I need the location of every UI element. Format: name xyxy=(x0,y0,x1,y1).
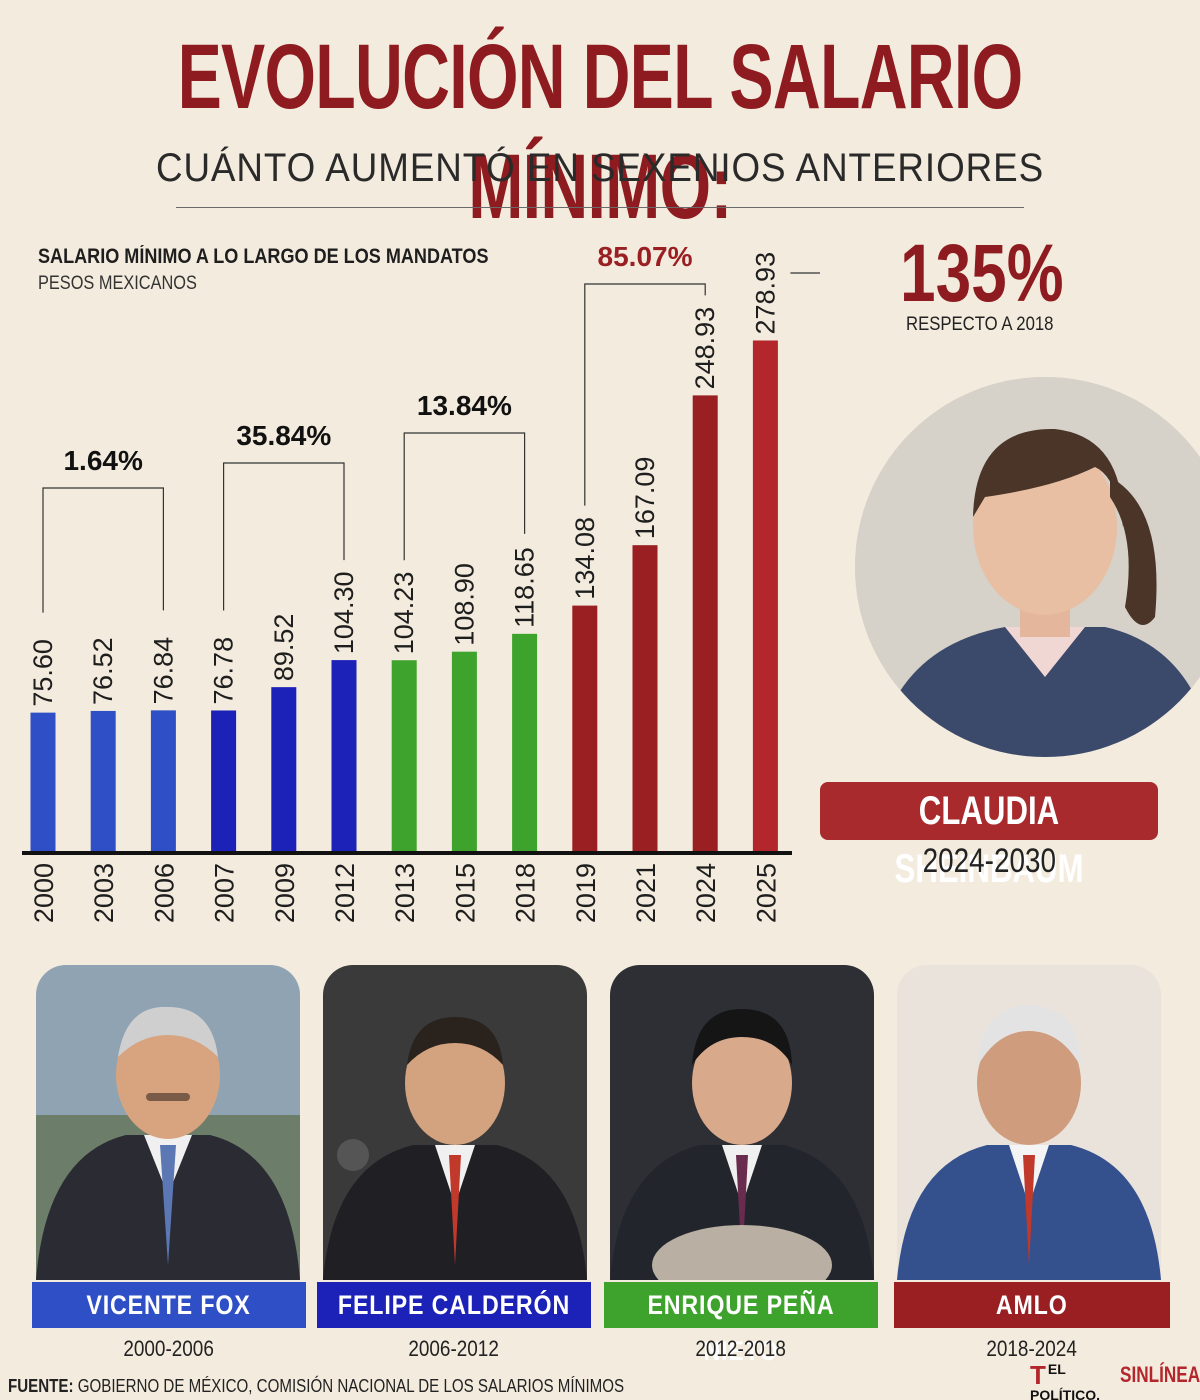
featured-term: 2024-2030 xyxy=(922,842,1056,880)
president-term-wrapper: 2018-2024 xyxy=(894,1336,1170,1362)
president-name-badge: ENRIQUE PEÑA NIETO xyxy=(604,1282,878,1366)
x-tick-label: 2019 xyxy=(571,863,601,923)
salary-bar-chart: 75.60 2000 76.52 2003 76.84 2006 76.78 2007 89.5… xyxy=(22,241,820,923)
bar xyxy=(150,710,176,851)
chart-heading: SALARIO MÍNIMO A LO LARGO DE LOS MANDATO… xyxy=(38,245,489,268)
bar-value-label: 75.60 xyxy=(28,639,58,707)
president-term: 2000-2006 xyxy=(123,1336,215,1361)
bar-value-label: 134.08 xyxy=(570,517,600,600)
source-text: GOBIERNO DE MÉXICO, COMISIÓN NACIONAL DE… xyxy=(77,1376,625,1396)
bar xyxy=(391,660,417,851)
bar xyxy=(90,710,116,851)
bar xyxy=(30,712,56,851)
featured-term-wrapper: 2024-2030 xyxy=(820,842,1158,881)
chart-subheading: PESOS MEXICANOS xyxy=(38,273,197,294)
x-tick-label: 2009 xyxy=(270,863,300,923)
x-tick-label: 2015 xyxy=(450,863,480,923)
x-tick-label: 2013 xyxy=(390,863,420,923)
elpolitico-logo: T EL POLÍTICO. xyxy=(1030,1362,1100,1400)
x-tick-label: 2021 xyxy=(631,863,661,923)
president-name-badge: AMLO xyxy=(894,1282,1170,1328)
president-term: 2012-2018 xyxy=(695,1336,787,1361)
president-name: AMLO xyxy=(996,1290,1068,1320)
bracket-line xyxy=(584,283,706,506)
featured-name: CLAUDIA SHEINBAUM xyxy=(894,789,1084,891)
page-subtitle: CUÁNTO AUMENTÓ EN SEXENIOS ANTERIORES xyxy=(155,146,1045,190)
president-name: FELIPE CALDERÓN xyxy=(337,1290,571,1320)
bar xyxy=(451,651,477,851)
x-tick-label: 2024 xyxy=(691,863,721,923)
bracket-percent-label: 13.84% xyxy=(417,390,512,421)
president-name: ENRIQUE PEÑA NIETO xyxy=(647,1290,835,1366)
president-name-badge: FELIPE CALDERÓN xyxy=(317,1282,591,1328)
bar xyxy=(331,660,357,851)
bar-value-label: 104.30 xyxy=(329,572,359,655)
bar xyxy=(211,710,237,851)
president-term: 2018-2024 xyxy=(986,1336,1078,1361)
president-name: VICENTE FOX xyxy=(86,1290,252,1320)
page-title: EVOLUCIÓN DEL SALARIO MÍNIMO: xyxy=(177,26,1024,238)
bracket-percent-label: 85.07% xyxy=(598,241,693,272)
sheinbaum-portrait xyxy=(855,377,1200,757)
bar-value-label: 108.90 xyxy=(449,563,479,646)
bar-value-label: 278.93 xyxy=(750,252,780,335)
x-tick-label: 2012 xyxy=(330,863,360,923)
bar xyxy=(512,633,538,851)
president-term-wrapper: 2006-2012 xyxy=(317,1336,591,1362)
person-portrait-icon xyxy=(855,377,1200,757)
x-tick-label: 2018 xyxy=(511,863,541,923)
person-portrait-icon xyxy=(610,965,874,1280)
featured-name-badge: CLAUDIA SHEINBAUM xyxy=(820,782,1158,891)
pena-nieto-portrait xyxy=(610,965,874,1280)
x-tick-label: 2007 xyxy=(210,863,240,923)
bar xyxy=(632,545,658,851)
bar-value-label: 248.93 xyxy=(690,307,720,390)
president-name-badge: VICENTE FOX xyxy=(32,1282,306,1328)
sinlinea-logo: SINLÍNEA xyxy=(1120,1362,1200,1387)
highlight-percent: 135% xyxy=(900,228,1064,319)
bar xyxy=(271,687,297,851)
title-divider xyxy=(176,207,1024,208)
bar-value-label: 104.23 xyxy=(389,572,419,655)
amlo-portrait xyxy=(897,965,1161,1280)
elpolitico-line1: EL xyxy=(1047,1361,1066,1377)
bracket-line xyxy=(42,487,164,613)
calderon-portrait xyxy=(323,965,587,1280)
fox-portrait xyxy=(36,965,300,1280)
bar-value-label: 89.52 xyxy=(269,614,299,682)
x-tick-label: 2006 xyxy=(149,863,179,923)
bar-value-label: 76.52 xyxy=(88,637,118,705)
highlight-label: RESPECTO A 2018 xyxy=(906,314,1054,335)
elpolitico-line2: POLÍTICO. xyxy=(1030,1387,1100,1400)
x-tick-label: 2000 xyxy=(29,863,59,923)
bracket-line xyxy=(403,432,526,561)
president-term-wrapper: 2000-2006 xyxy=(32,1336,306,1362)
bar-value-label: 76.84 xyxy=(148,637,178,705)
bracket-percent-label: 35.84% xyxy=(236,420,331,451)
x-tick-label: 2003 xyxy=(89,863,119,923)
bar-value-label: 118.65 xyxy=(510,547,540,628)
source-label: FUENTE: xyxy=(8,1376,74,1396)
bar xyxy=(572,605,598,851)
person-portrait-icon xyxy=(897,965,1161,1280)
bar xyxy=(692,395,718,851)
president-term: 2006-2012 xyxy=(408,1336,500,1361)
x-tick-label: 2025 xyxy=(751,863,781,923)
person-portrait-icon xyxy=(36,965,300,1280)
elpolitico-mark: T xyxy=(1030,1360,1046,1390)
person-portrait-icon xyxy=(323,965,587,1280)
bracket-line xyxy=(223,462,345,611)
source-note: FUENTE: GOBIERNO DE MÉXICO, COMISIÓN NAC… xyxy=(8,1376,624,1397)
bar-value-label: 76.78 xyxy=(209,637,239,705)
president-term-wrapper: 2012-2018 xyxy=(604,1336,878,1362)
bracket-percent-label: 1.64% xyxy=(63,445,142,476)
bar-value-label: 167.09 xyxy=(630,457,660,540)
bar xyxy=(752,340,778,851)
